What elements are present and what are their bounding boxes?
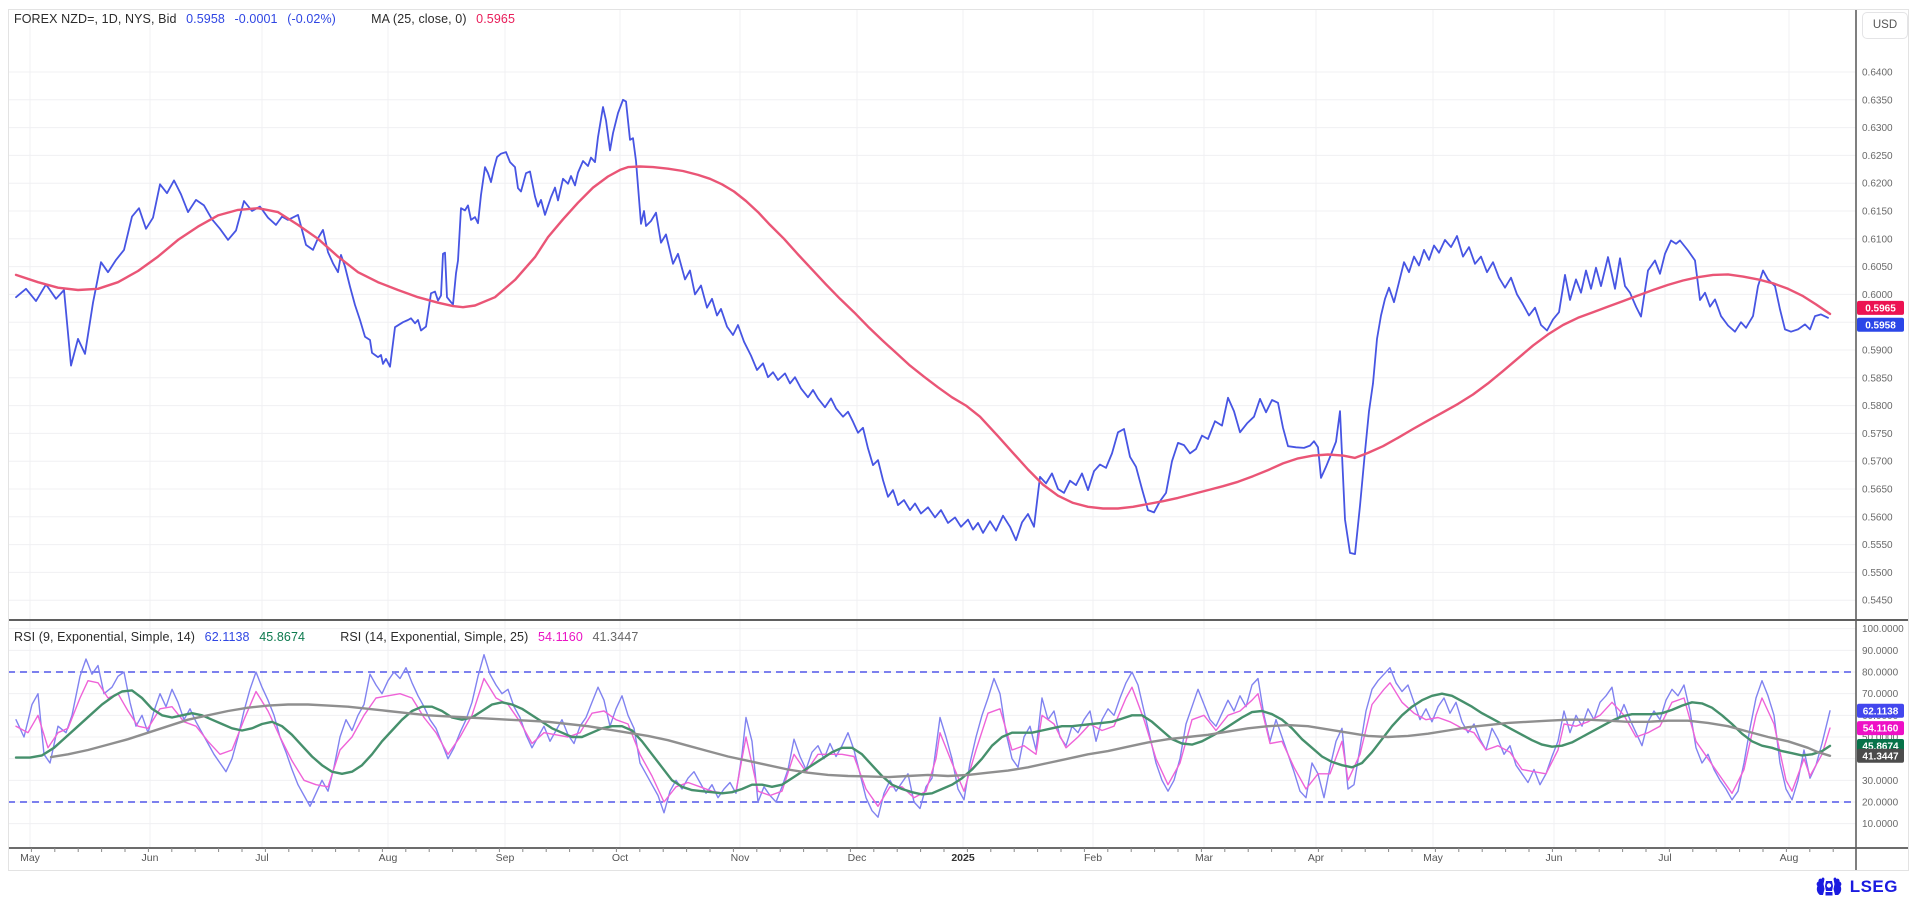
month-label-Oct[interactable]: Oct <box>612 852 628 864</box>
rsi-14-ma-line[interactable] <box>49 703 1832 779</box>
price-tick-0.5650[interactable]: 0.5650 <box>1862 485 1893 496</box>
month-label-Jun[interactable]: Jun <box>142 852 159 864</box>
month-label-Aug[interactable]: Aug <box>1780 852 1799 864</box>
price-tick-0.5450[interactable]: 0.5450 <box>1862 596 1893 607</box>
month-label-Dec[interactable]: Dec <box>848 852 867 864</box>
lseg-crest-icon <box>1816 877 1842 896</box>
ma-25-line[interactable] <box>14 165 1832 510</box>
lseg-logo-text: LSEG <box>1849 877 1898 896</box>
axis-badge-54.1160 <box>1857 721 1904 736</box>
month-label-Jul[interactable]: Jul <box>1658 852 1671 864</box>
month-label-May[interactable]: May <box>1423 852 1444 864</box>
rsi-tick-50.0000[interactable]: 50.0000 <box>1862 732 1899 743</box>
rsi-tick-20.0000[interactable]: 20.0000 <box>1862 798 1899 809</box>
month-label-Sep[interactable]: Sep <box>496 852 515 864</box>
price-tick-0.6000[interactable]: 0.6000 <box>1862 290 1893 301</box>
month-label-2025[interactable]: 2025 <box>951 852 975 864</box>
month-label-Feb[interactable]: Feb <box>1084 852 1102 864</box>
rsi-tick-10.0000[interactable]: 10.0000 <box>1862 819 1899 830</box>
rsi-tick-70.0000[interactable]: 70.0000 <box>1862 689 1899 700</box>
price-tick-0.5600[interactable]: 0.5600 <box>1862 512 1893 523</box>
price-tick-0.6400[interactable]: 0.6400 <box>1862 68 1893 79</box>
price-tick-0.6050[interactable]: 0.6050 <box>1862 262 1893 273</box>
rsi-slow-value: 54.1160 <box>537 630 583 644</box>
price-tick-0.6200[interactable]: 0.6200 <box>1862 179 1893 190</box>
price-tick-0.6250[interactable]: 0.6250 <box>1862 151 1893 162</box>
month-label-Mar[interactable]: Mar <box>1195 852 1214 864</box>
ma-value: 0.5965 <box>476 12 516 26</box>
axis-badge-0.5958 <box>1857 317 1904 332</box>
axis-badge-text: 41.3447 <box>1862 751 1899 762</box>
price-tick-0.6100[interactable]: 0.6100 <box>1862 234 1893 245</box>
rsi-legend[interactable]: RSI (9, Exponential, Simple, 14) 62.1138… <box>14 630 644 644</box>
axis-badge-text: 54.1160 <box>1863 724 1899 735</box>
price-tick-0.6350[interactable]: 0.6350 <box>1862 95 1893 106</box>
axis-badge-text: 0.5965 <box>1865 303 1896 314</box>
month-label-Jun[interactable]: Jun <box>1546 852 1563 864</box>
price-tick-0.5850[interactable]: 0.5850 <box>1862 373 1893 384</box>
rsi-tick-100.0000[interactable]: 100.0000 <box>1862 624 1904 635</box>
price-tick-0.5750[interactable]: 0.5750 <box>1862 429 1893 440</box>
rsi-fast-value: 62.1138 <box>204 630 250 644</box>
price-bid-line[interactable] <box>15 98 1829 555</box>
month-label-Jul[interactable]: Jul <box>255 852 268 864</box>
bid-value: 0.5958 <box>186 12 225 26</box>
instrument-title: FOREX NZD=, 1D, NYS, Bid <box>14 12 177 26</box>
rsi-tick-80.0000[interactable]: 80.0000 <box>1862 667 1899 678</box>
axis-badge-text: 0.5958 <box>1865 320 1896 331</box>
rsi-14-line[interactable] <box>15 677 1831 807</box>
ma-label: MA (25, close, 0) <box>371 12 467 26</box>
rsi-slow-ma-value: 41.3447 <box>592 630 639 644</box>
month-label-Aug[interactable]: Aug <box>379 852 398 864</box>
rsi-9-ma-line[interactable] <box>14 689 1832 796</box>
month-label-May[interactable]: May <box>20 852 41 864</box>
change-value: -0.0001 <box>234 12 278 26</box>
axis-badge-62.1138 <box>1857 703 1904 718</box>
rsi-fast-ma-value: 45.8674 <box>259 630 306 644</box>
price-tick-0.5800[interactable]: 0.5800 <box>1862 401 1893 412</box>
rsi-tick-90.0000[interactable]: 90.0000 <box>1862 646 1899 657</box>
change-percent: (-0.02%) <box>287 12 336 26</box>
rsi-slow-label: RSI (14, Exponential, Simple, 25) <box>340 630 529 644</box>
price-tick-0.5700[interactable]: 0.5700 <box>1862 457 1893 468</box>
month-label-Apr[interactable]: Apr <box>1308 852 1325 864</box>
month-label-Nov[interactable]: Nov <box>731 852 750 864</box>
price-tick-0.6150[interactable]: 0.6150 <box>1862 207 1893 218</box>
axis-badge-text: 62.1138 <box>1863 706 1899 717</box>
price-tick-0.6300[interactable]: 0.6300 <box>1862 123 1893 134</box>
main-legend[interactable]: FOREX NZD=, 1D, NYS, Bid 0.5958 -0.0001 … <box>14 12 521 26</box>
chart-border <box>8 9 1909 871</box>
axis-badge-0.5965 <box>1857 300 1904 315</box>
rsi-tick-30.0000[interactable]: 30.0000 <box>1862 776 1899 787</box>
price-tick-0.5550[interactable]: 0.5550 <box>1862 540 1893 551</box>
currency-selector-button[interactable]: USD <box>1862 12 1908 39</box>
price-tick-0.5500[interactable]: 0.5500 <box>1862 568 1893 579</box>
lseg-logo: LSEG <box>1814 875 1898 899</box>
axis-badge-41.3447 <box>1857 748 1904 763</box>
axis-badge-text: 45.8674 <box>1862 741 1899 752</box>
rsi-fast-label: RSI (9, Exponential, Simple, 14) <box>14 630 196 644</box>
price-tick-0.5900[interactable]: 0.5900 <box>1862 346 1893 357</box>
